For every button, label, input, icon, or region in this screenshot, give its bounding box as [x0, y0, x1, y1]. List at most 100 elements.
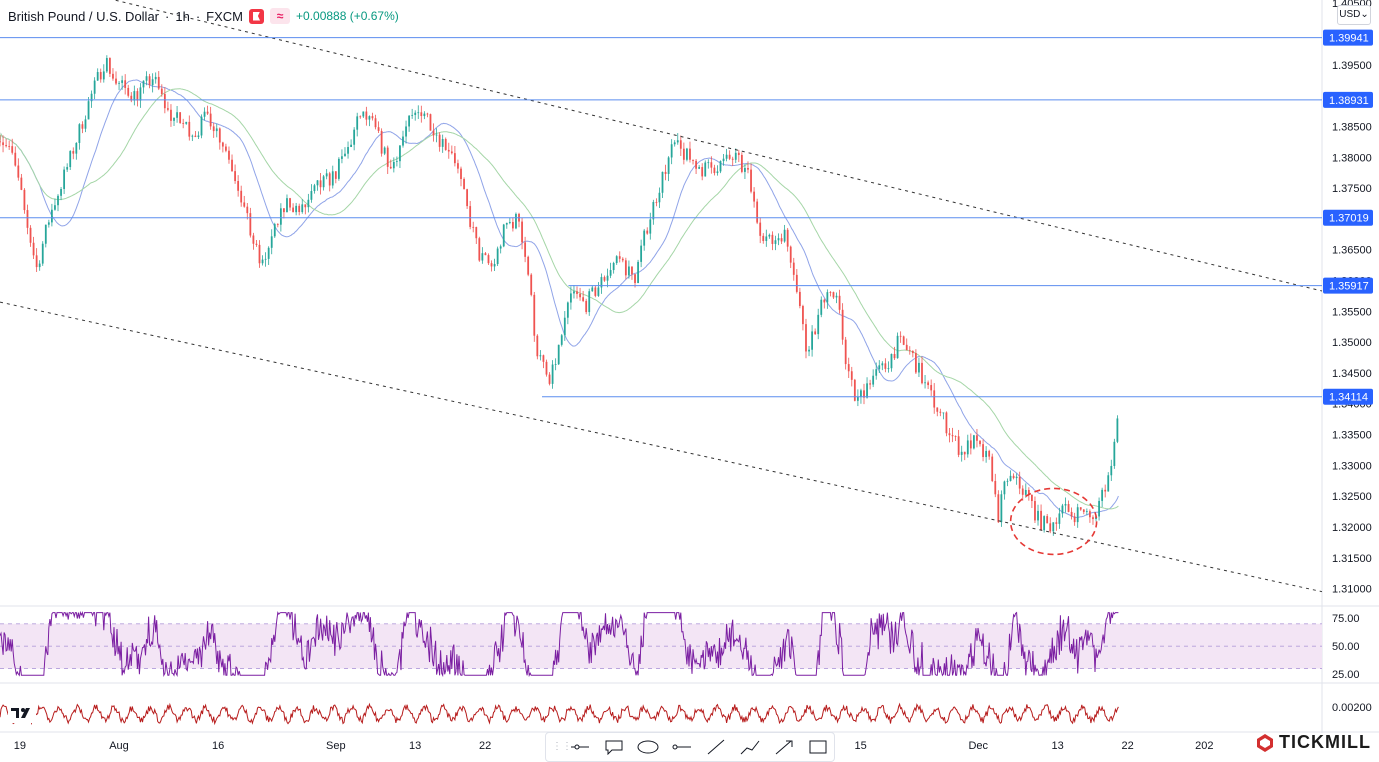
candle-body: [887, 368, 890, 370]
candle-body: [771, 234, 774, 244]
candle-body: [292, 207, 294, 213]
candle-body: [551, 364, 554, 384]
rectangle-tool-icon[interactable]: [804, 736, 832, 758]
candle-body: [170, 109, 172, 121]
candle-body: [924, 382, 926, 384]
candle-body: [1024, 490, 1027, 495]
candle-body: [160, 88, 163, 94]
currency-button[interactable]: USD⌄: [1337, 5, 1371, 25]
trendline-tool-icon[interactable]: [702, 736, 730, 758]
candle-body: [350, 144, 352, 148]
level-price-tag: [1323, 29, 1373, 46]
candle-body: [408, 115, 411, 127]
oscillator-line: [0, 702, 1119, 726]
candle-body: [148, 76, 151, 86]
candle-body: [1104, 489, 1107, 492]
candle-body: [331, 171, 334, 186]
ellipse-tool-icon[interactable]: [634, 736, 662, 758]
candle-body: [283, 208, 285, 213]
candle-body: [707, 162, 710, 164]
candle-body: [234, 171, 236, 182]
interval-label[interactable]: 1h: [175, 8, 190, 24]
candle-body: [640, 245, 643, 262]
candle-body: [47, 222, 50, 225]
candle-body: [66, 167, 69, 170]
candle-body: [588, 291, 591, 313]
candle-body: [1070, 511, 1073, 517]
candle-body: [1012, 475, 1015, 479]
candle-body: [441, 138, 444, 147]
candle-body: [624, 260, 627, 276]
candle-body: [505, 222, 508, 225]
candle-body: [301, 204, 304, 213]
candle-body: [17, 165, 20, 178]
candle-body: [14, 152, 17, 166]
callout-tool-icon[interactable]: [600, 736, 628, 758]
candle-body: [939, 411, 942, 413]
candle-body: [273, 224, 276, 237]
candle-body: [322, 176, 325, 188]
candle-body: [716, 171, 719, 174]
candle-body: [124, 80, 127, 88]
candle-body: [1037, 510, 1039, 521]
arrow-tool-icon[interactable]: [770, 736, 798, 758]
candle-body: [844, 339, 847, 365]
candle-body: [90, 93, 93, 102]
candle-body: [713, 167, 716, 174]
candle-body: [976, 435, 978, 441]
candle-body: [267, 247, 270, 259]
candle-body: [411, 114, 414, 116]
candle-body: [795, 274, 798, 292]
candles-group: [0, 55, 1119, 536]
candle-body: [54, 205, 56, 210]
candle-body: [136, 91, 139, 101]
horizontal-ray-tool-icon[interactable]: [566, 736, 594, 758]
symbol-title[interactable]: British Pound / U.S. Dollar: [8, 8, 160, 24]
candle-body: [1034, 501, 1036, 521]
drawing-toolbar: ⋮⋮: [545, 732, 835, 762]
candle-body: [960, 451, 963, 455]
candle-body: [1018, 476, 1021, 489]
candle-body: [695, 160, 697, 169]
candle-body: [389, 166, 392, 169]
candle-body: [719, 161, 722, 172]
candle-body: [783, 229, 786, 242]
path-tool-icon[interactable]: [736, 736, 764, 758]
candle-body: [740, 154, 743, 172]
candle-body: [570, 293, 572, 303]
candle-body: [1073, 516, 1076, 523]
candle-body: [765, 236, 768, 241]
candle-body: [279, 208, 282, 225]
candle-body: [185, 121, 188, 124]
candle-body: [359, 116, 362, 118]
time-tick-label: Sep: [326, 740, 346, 752]
candle-body: [0, 141, 1, 143]
candle-body: [548, 374, 551, 384]
candle-body: [679, 140, 682, 149]
candle-body: [682, 148, 685, 160]
candle-body: [966, 440, 969, 455]
candle-body: [286, 198, 288, 213]
market-closed-flag-icon[interactable]: [249, 8, 265, 24]
price-change: +0.00888 (+0.67%): [296, 9, 399, 23]
candle-body: [105, 58, 108, 72]
toolbar-grip-icon[interactable]: ⋮⋮: [552, 741, 572, 752]
tickmill-brand: TICKMILL: [1255, 732, 1371, 753]
candle-body: [997, 494, 1000, 523]
candle-body: [621, 258, 624, 261]
approx-icon[interactable]: ≈: [270, 8, 291, 24]
candle-body: [866, 383, 868, 398]
candle-body: [307, 199, 310, 208]
brand-name: TICKMILL: [1279, 732, 1371, 752]
candle-body: [835, 295, 838, 298]
candle-body: [276, 224, 279, 225]
candle-body: [1049, 523, 1052, 532]
candle-body: [264, 258, 267, 260]
candle-body: [994, 480, 997, 495]
candle-body: [112, 73, 114, 79]
candle-body: [1061, 505, 1064, 514]
level-price-label: 1.34114: [1329, 392, 1368, 404]
horizontal-line-tool-icon[interactable]: [668, 736, 696, 758]
candle-body: [603, 277, 606, 281]
